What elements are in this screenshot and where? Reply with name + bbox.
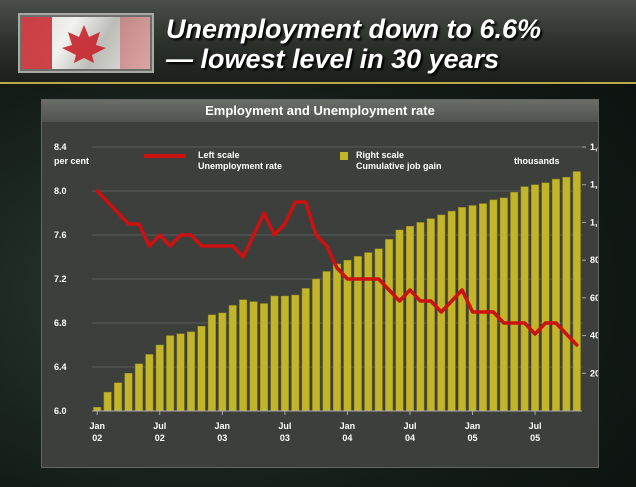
chart-panel: Employment and Unemployment rate 8.4 8.0 7… <box>41 99 599 468</box>
right-axis-tick-label: 600 <box>590 293 598 303</box>
job-gain-bar <box>134 363 143 412</box>
headline-line-1: Unemployment down to 6.6% <box>166 14 542 44</box>
job-gain-bar <box>280 295 289 412</box>
job-gain-bar <box>562 176 571 412</box>
job-gain-bar <box>541 182 550 412</box>
right-axis-tick-label: 1,200 <box>590 180 598 190</box>
legend-bar-swatch <box>340 152 348 160</box>
job-gain-bar <box>458 207 467 412</box>
maple-leaf-icon <box>22 17 150 69</box>
x-axis-month-label: Jan <box>465 421 481 431</box>
x-axis-month-label: Jul <box>153 421 166 431</box>
job-gain-bar <box>187 331 196 412</box>
job-gain-bar <box>572 171 581 412</box>
x-axis-year-label: 02 <box>155 433 165 443</box>
left-axis-tick-label: 8.0 <box>54 186 67 196</box>
job-gain-bar <box>478 203 487 412</box>
x-axis-month-label: Jul <box>529 421 542 431</box>
job-gain-bar <box>301 288 310 412</box>
right-axis-unit: thousands <box>514 156 560 166</box>
legend-line-label-2: Unemployment rate <box>198 161 282 171</box>
job-gain-bar <box>155 344 164 412</box>
left-axis-tick-label: 7.6 <box>54 230 67 240</box>
x-axis-month-label: Jan <box>89 421 105 431</box>
job-gain-bar <box>114 382 123 412</box>
chart-legend: per cent thousands Left scale Unemployme… <box>54 150 560 171</box>
job-gain-bar <box>510 192 519 412</box>
x-axis-year-label: 05 <box>468 433 478 443</box>
job-gain-bar <box>416 222 425 412</box>
x-axis-year-label: 03 <box>217 433 227 443</box>
job-gain-bar <box>447 210 456 412</box>
right-axis-tick-label: 200 <box>590 368 598 378</box>
legend-bar-label-2: Cumulative job gain <box>356 161 442 171</box>
x-axis-month-label: Jul <box>278 421 291 431</box>
job-gain-bar <box>270 295 279 412</box>
x-axis-year-label: 04 <box>405 433 415 443</box>
job-gain-bar <box>489 199 498 412</box>
job-gain-bar <box>176 333 185 412</box>
job-gain-bar <box>364 252 373 412</box>
canadian-flag-image <box>22 17 150 69</box>
left-axis-tick-label: 7.2 <box>54 274 67 284</box>
job-gain-bar <box>249 301 258 412</box>
employment-chart: 8.4 8.0 7.6 7.2 6.8 6.4 6.0 1,400 1,200 1,000 800 6… <box>54 142 598 443</box>
job-gain-bar <box>322 271 331 412</box>
job-gain-bar <box>93 406 102 412</box>
legend-line-label-1: Left scale <box>198 150 240 160</box>
job-gain-bar <box>551 178 560 412</box>
chart-axes: 8.4 8.0 7.6 7.2 6.8 6.4 6.0 1,400 1,200 1,000 800 6… <box>54 142 598 443</box>
unemployment-rate-line <box>95 189 579 347</box>
job-gain-bar <box>531 184 540 412</box>
right-axis-tick-label: 800 <box>590 255 598 265</box>
left-axis-tick-label: 8.4 <box>54 142 67 152</box>
job-gain-bar <box>499 197 508 412</box>
x-axis-year-label: 05 <box>530 433 540 443</box>
left-axis-unit: per cent <box>54 156 89 166</box>
job-gain-bar <box>291 294 300 412</box>
job-gain-bar <box>145 354 154 412</box>
job-gain-bar <box>103 391 112 412</box>
x-axis-month-label: Jan <box>215 421 231 431</box>
job-gain-bar <box>166 335 175 412</box>
job-gain-bar <box>228 305 237 412</box>
job-gain-bar <box>520 186 529 412</box>
headline: Unemployment down to 6.6% — lowest level… <box>166 14 541 74</box>
job-gain-bar <box>239 299 248 412</box>
unemployment-line-layer <box>95 189 579 347</box>
left-axis-tick-label: 6.8 <box>54 318 67 328</box>
left-axis-tick-label: 6.0 <box>54 406 67 416</box>
x-axis-year-label: 04 <box>342 433 352 443</box>
job-gain-bar <box>312 278 321 412</box>
job-gain-bar <box>385 239 394 412</box>
job-gain-bar <box>124 373 133 412</box>
job-gain-bar <box>260 303 269 412</box>
job-gain-bar <box>197 325 206 412</box>
job-gain-bar <box>218 312 227 412</box>
slide-header: Unemployment down to 6.6% — lowest level… <box>0 0 636 84</box>
job-gain-bar <box>343 259 352 412</box>
job-gain-bar <box>405 225 414 412</box>
x-axis-year-label: 03 <box>280 433 290 443</box>
right-axis-tick-label: 400 <box>590 331 598 341</box>
x-axis-month-label: Jan <box>340 421 356 431</box>
job-gain-bar <box>395 229 404 412</box>
job-gain-bar <box>374 248 383 412</box>
right-axis-tick-label: 1,000 <box>590 217 598 227</box>
job-gain-bars <box>93 171 581 412</box>
x-axis-year-label: 02 <box>92 433 102 443</box>
job-gain-bar <box>207 314 216 412</box>
left-axis-tick-label: 6.4 <box>54 362 67 372</box>
job-gain-bar <box>426 218 435 412</box>
headline-line-2: — lowest level in 30 years <box>166 44 500 74</box>
chart-title: Employment and Unemployment rate <box>42 100 598 122</box>
job-gain-bar <box>332 263 342 412</box>
legend-bar-label-1: Right scale <box>356 150 404 160</box>
right-axis-tick-label: 1,400 <box>590 142 598 152</box>
x-axis-month-label: Jul <box>403 421 416 431</box>
